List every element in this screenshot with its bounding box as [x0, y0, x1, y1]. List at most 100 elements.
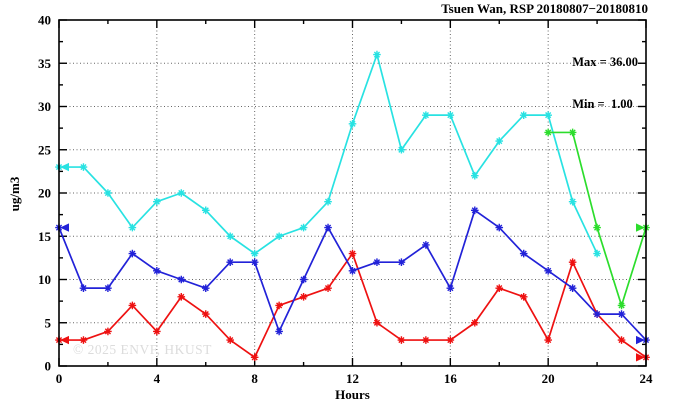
- series-cyan-marker: [324, 197, 332, 206]
- series-red-marker: [324, 284, 332, 292]
- y-tick-label: 20: [38, 186, 51, 201]
- series-cyan-marker: [128, 223, 137, 232]
- series-red-marker: [177, 293, 186, 301]
- series-cyan-marker: [250, 249, 259, 258]
- series-cyan-marker: [422, 111, 430, 119]
- series-cyan-marker: [446, 111, 455, 119]
- y-tick-label: 40: [38, 13, 51, 28]
- series-blue-marker: [544, 267, 552, 275]
- series-cyan: [55, 50, 601, 258]
- series-red-left-arrow: [60, 335, 69, 345]
- y-tick-label: 10: [38, 272, 51, 287]
- y-tick-label: 30: [38, 99, 51, 114]
- series-cyan-line: [59, 53, 598, 255]
- series-red-marker: [373, 318, 381, 327]
- series-blue-marker: [250, 258, 259, 266]
- series-blue-right-arrow: [636, 335, 645, 345]
- series-red-marker: [250, 353, 259, 362]
- series-cyan-marker: [153, 197, 161, 206]
- series-green-right-arrow: [636, 223, 645, 232]
- series-blue-marker: [470, 206, 479, 215]
- series-blue-marker: [617, 310, 626, 318]
- series-blue-marker: [128, 249, 137, 258]
- plot-border: [58, 19, 647, 367]
- series-cyan-marker: [299, 223, 308, 232]
- series-cyan-left-arrow: [60, 162, 69, 172]
- plot-gridlines: [59, 20, 646, 366]
- series-red-marker: [495, 284, 504, 292]
- series-cyan-marker: [348, 120, 357, 128]
- series-red-marker: [128, 301, 137, 310]
- series-red-marker: [544, 336, 552, 344]
- series-red-marker: [153, 327, 161, 336]
- chart-title: Tsuen Wan, RSP 20180807−20180810: [441, 1, 648, 16]
- x-tick-label: 12: [346, 371, 359, 386]
- x-tick-label: 4: [154, 371, 161, 386]
- series-cyan-marker: [373, 50, 381, 59]
- x-tick-label: 8: [251, 371, 258, 386]
- series-blue-marker: [153, 267, 161, 275]
- series-cyan-marker: [568, 197, 577, 206]
- series-blue-marker: [201, 284, 210, 292]
- series-red-marker: [104, 327, 112, 336]
- series-blue-marker: [593, 310, 601, 318]
- series-blue-marker: [299, 275, 308, 284]
- series-red-marker: [79, 336, 88, 344]
- series-blue-marker: [104, 284, 112, 292]
- series-green-marker: [544, 128, 552, 137]
- y-tick-label: 25: [38, 142, 52, 157]
- max-value-label: Max = 36.00: [572, 55, 638, 69]
- series-blue-marker: [348, 267, 357, 275]
- series-green-marker: [568, 128, 577, 137]
- series-cyan-marker: [275, 232, 283, 241]
- series-red-marker: [348, 249, 357, 258]
- x-tick-label: 20: [542, 371, 555, 386]
- x-tick-label: 16: [444, 371, 458, 386]
- series-cyan-marker: [104, 189, 112, 197]
- series-blue-marker: [495, 223, 504, 232]
- min-value-label: Min = 1.00: [572, 97, 633, 111]
- x-tick-label: 0: [56, 371, 63, 386]
- series-blue-marker: [422, 241, 430, 249]
- series-blue-marker: [373, 258, 381, 266]
- series-red: [55, 249, 650, 362]
- series-blue-marker: [177, 275, 186, 284]
- series-red-marker: [470, 318, 479, 327]
- max-min-annotation: Max = 36.00 Min = 1.00: [572, 27, 638, 139]
- series-red-marker: [201, 310, 210, 318]
- y-tick-label: 15: [38, 229, 52, 244]
- y-tick-label: 0: [45, 359, 52, 374]
- series-blue-marker: [568, 284, 577, 292]
- series-red-marker: [275, 301, 283, 310]
- series-red-marker: [397, 336, 406, 344]
- watermark: © 2025 ENVF, HKUST: [73, 342, 212, 357]
- series-blue-marker: [519, 249, 528, 258]
- series-blue-marker: [397, 258, 406, 266]
- series-cyan-marker: [470, 171, 479, 180]
- series-cyan-marker: [397, 145, 406, 154]
- series-red-marker: [422, 336, 430, 344]
- series-cyan-marker: [519, 111, 528, 119]
- series-cyan-marker: [593, 249, 601, 258]
- series-cyan-marker: [226, 232, 235, 241]
- series-red-marker: [446, 336, 455, 344]
- series-blue: [55, 206, 650, 345]
- series-blue-left-arrow: [60, 223, 69, 232]
- axis-tick-labels: 0 4 8 12 16 20 24 0 5 10 15 20 25 30 35 40: [38, 13, 653, 387]
- series-red-marker: [568, 258, 577, 266]
- y-axis-title: ug/m3: [7, 176, 22, 212]
- x-axis-title: Hours: [335, 387, 370, 402]
- series-green: [544, 128, 650, 310]
- series-red-marker: [226, 336, 235, 344]
- series-cyan-marker: [79, 163, 88, 171]
- y-tick-label: 35: [38, 56, 52, 71]
- series-cyan-marker: [177, 189, 186, 197]
- series-blue-marker: [226, 258, 235, 266]
- series-red-marker: [617, 336, 626, 344]
- series-blue-marker: [324, 223, 332, 232]
- series-red-marker: [299, 293, 308, 301]
- series-red-marker: [519, 293, 528, 301]
- plot-box: [58, 19, 647, 367]
